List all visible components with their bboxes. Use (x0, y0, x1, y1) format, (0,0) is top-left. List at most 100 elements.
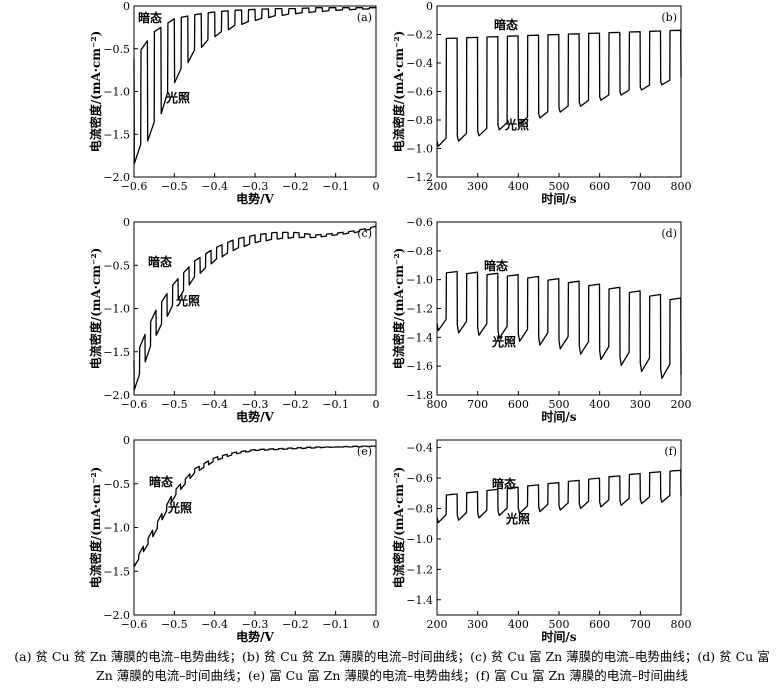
y-tick-label: −0.4 (406, 57, 433, 70)
y-axis-label: 电流密度/(mA·cm⁻²) (88, 467, 103, 589)
panel-label: (a) (357, 11, 372, 24)
x-axis-label: 时间/s (541, 191, 576, 206)
annotation-dark: 暗态 (138, 10, 162, 25)
x-axis-label: 电势/V (236, 191, 274, 206)
x-tick-label: −0.2 (282, 180, 309, 193)
photocurrent-trace (436, 29, 682, 147)
y-tick-label: −0.5 (103, 43, 130, 56)
y-tick-label: −0.4 (406, 442, 433, 455)
x-tick-label: 700 (630, 180, 651, 193)
y-tick-label: −1.4 (406, 331, 433, 344)
x-tick-label: 200 (671, 398, 692, 411)
y-tick-label: −0.6 (406, 86, 433, 99)
x-tick-label: 500 (549, 180, 570, 193)
x-tick-label: −0.5 (161, 618, 188, 631)
annotation-light: 光照 (167, 500, 192, 515)
panel-label: (e) (357, 445, 372, 458)
x-tick-label: −0.6 (121, 398, 148, 411)
x-axis-label: 时间/s (541, 629, 576, 644)
x-tick-label: −0.4 (201, 180, 228, 193)
x-tick-label: 600 (589, 618, 610, 631)
x-tick-label: 0 (373, 398, 380, 411)
plot-frame (133, 221, 377, 396)
x-tick-label: 500 (549, 618, 570, 631)
x-tick-label: −0.5 (161, 398, 188, 411)
y-tick-label: −0.6 (406, 472, 433, 485)
photocurrent-trace (436, 469, 682, 524)
chart-panel-4: 800 700 600 500 400 300 200 −1.8 −1.6 −1.4 −1.2 −1.… (391, 216, 692, 424)
y-tick-label: −0.5 (103, 259, 130, 272)
y-tick-label: −1.2 (406, 563, 433, 576)
x-tick-label: −0.3 (242, 180, 269, 193)
y-axis-label: 电流密度/(mA·cm⁻²) (391, 31, 406, 153)
annotation-dark: 暗态 (484, 258, 508, 273)
x-tick-label: −0.2 (282, 398, 309, 411)
y-axis-label: 电流密度/(mA·cm⁻²) (88, 31, 103, 153)
y-tick-label: −1.0 (103, 522, 130, 535)
figure-caption: (a) 贫 Cu 贫 Zn 薄膜的电流–电势曲线；(b) 贫 Cu 贫 Zn 薄… (14, 649, 770, 683)
x-tick-label: −0.1 (322, 398, 349, 411)
photocurrent-trace (133, 445, 376, 568)
x-tick-label: 400 (508, 618, 529, 631)
y-tick-label: 0 (123, 216, 130, 229)
y-tick-label: −0.8 (406, 502, 433, 515)
y-tick-label: −1.2 (406, 303, 433, 316)
y-tick-label: −1.0 (406, 143, 433, 156)
y-tick-label: −2.0 (103, 609, 130, 622)
x-tick-label: 300 (630, 398, 651, 411)
y-tick-label: −1.6 (406, 360, 433, 373)
x-tick-label: 600 (508, 398, 529, 411)
annotation-light: 光照 (175, 293, 200, 308)
y-tick-label: −1.8 (406, 389, 433, 402)
y-tick-label: −1.5 (103, 346, 130, 359)
y-axis-label: 电流密度/(mA·cm⁻²) (391, 467, 406, 589)
plot-frame (133, 439, 377, 616)
y-tick-label: −2.0 (103, 171, 130, 184)
x-tick-label: 0 (373, 180, 380, 193)
photocurrent-trace (436, 270, 682, 379)
y-tick-label: −1.4 (406, 594, 433, 607)
y-tick-label: −2.0 (103, 389, 130, 402)
x-tick-label: −0.6 (121, 618, 148, 631)
y-tick-label: −1.0 (103, 86, 130, 99)
y-axis-label: 电流密度/(mA·cm⁻²) (391, 248, 406, 370)
annotation-dark: 暗态 (492, 476, 516, 491)
y-tick-label: −0.2 (406, 29, 433, 42)
x-tick-label: −0.4 (201, 398, 228, 411)
panel-label: (b) (661, 11, 677, 24)
x-tick-label: 600 (589, 180, 610, 193)
x-tick-label: 200 (427, 618, 448, 631)
panel-label: (f) (664, 445, 677, 458)
x-tick-label: −0.1 (322, 618, 349, 631)
y-axis-label: 电流密度/(mA·cm⁻²) (88, 248, 103, 370)
x-axis-label: 时间/s (541, 409, 576, 424)
y-tick-label: 0 (123, 434, 130, 447)
x-tick-label: −0.1 (322, 180, 349, 193)
x-tick-label: −0.5 (161, 180, 188, 193)
y-tick-label: −1.0 (406, 274, 433, 287)
x-tick-label: −0.6 (121, 180, 148, 193)
y-tick-label: −1.5 (103, 128, 130, 141)
annotation-light: 光照 (165, 90, 190, 105)
annotation-light: 光照 (491, 334, 516, 349)
x-tick-label: 300 (467, 180, 488, 193)
x-tick-label: 300 (467, 618, 488, 631)
x-axis-label: 电势/V (236, 629, 274, 644)
annotation-dark: 暗态 (149, 474, 173, 489)
chart-panel-2: 200 300 400 500 600 700 800 −1.2 −1.0 −0.8 −0.6 −0.… (391, 0, 692, 206)
x-tick-label: 200 (427, 180, 448, 193)
x-tick-label: −0.4 (201, 618, 228, 631)
x-tick-label: 400 (508, 180, 529, 193)
chart-panel-3: −0.6 −0.5 −0.4 −0.3 −0.2 −0.1 0 −2.0 −1.5 −1.0 −0.… (88, 216, 380, 424)
chart-panel-5: −0.6 −0.5 −0.4 −0.3 −0.2 −0.1 0 −2.0 −1.5 −1.0 −0.… (88, 434, 380, 644)
photocurrent-trace (133, 225, 377, 391)
y-tick-label: −1.5 (103, 565, 130, 578)
y-tick-label: 0 (426, 0, 433, 13)
x-tick-label: −0.2 (282, 618, 309, 631)
x-tick-label: 800 (427, 398, 448, 411)
annotation-dark: 暗态 (494, 17, 518, 32)
x-tick-label: 0 (373, 618, 380, 631)
chart-panel-6: 200 300 400 500 600 700 800 −1.4 −1.2 −1.0 −0.8 −0.… (391, 439, 692, 644)
y-tick-label: −0.6 (406, 216, 433, 229)
